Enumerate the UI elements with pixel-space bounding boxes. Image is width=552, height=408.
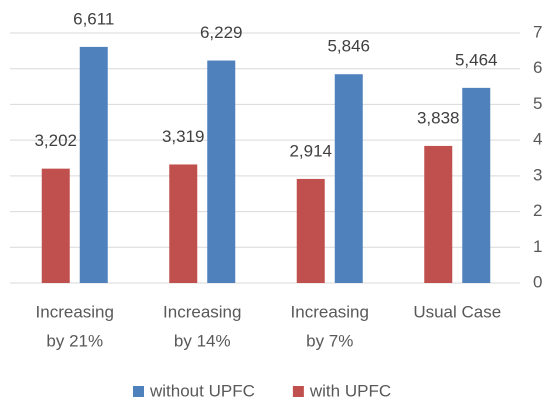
x-tick-label: by 7% (306, 331, 353, 350)
x-tick-label: Usual Case (413, 302, 501, 321)
bar (169, 164, 198, 283)
bar (296, 178, 325, 283)
y-tick-label: 4 (533, 130, 542, 149)
data-label: 3,319 (162, 127, 205, 146)
bar (207, 60, 236, 284)
bar (334, 74, 363, 283)
bar (79, 46, 108, 284)
x-tick-label: Increasing (36, 302, 114, 321)
y-tick-label: 0 (533, 272, 542, 291)
data-label: 2,914 (289, 141, 332, 160)
data-label: 3,202 (34, 131, 77, 150)
legend-label: without UPFC (149, 381, 255, 400)
y-tick-label: 7 (533, 22, 542, 41)
legend-swatch (292, 386, 304, 397)
bar (462, 87, 491, 283)
legend-swatch (133, 386, 144, 397)
y-tick-label: 1 (533, 237, 542, 256)
y-tick-label: 6 (533, 58, 542, 77)
data-label: 6,611 (73, 9, 114, 28)
y-tick-label: 5 (533, 94, 542, 113)
x-tick-label: by 14% (174, 331, 231, 350)
data-label: 5,846 (327, 37, 370, 56)
bar (424, 145, 453, 283)
legend-label: with UPFC (309, 381, 391, 400)
x-tick-label: by 21% (46, 331, 103, 350)
data-label: 3,838 (417, 108, 460, 127)
y-tick-label: 2 (533, 201, 542, 220)
y-tick-label: 3 (533, 165, 542, 184)
data-label: 5,464 (455, 50, 498, 69)
bar (41, 168, 70, 283)
x-tick-label: Increasing (163, 302, 241, 321)
data-label: 6,229 (200, 23, 243, 42)
x-tick-label: Increasing (291, 302, 369, 321)
